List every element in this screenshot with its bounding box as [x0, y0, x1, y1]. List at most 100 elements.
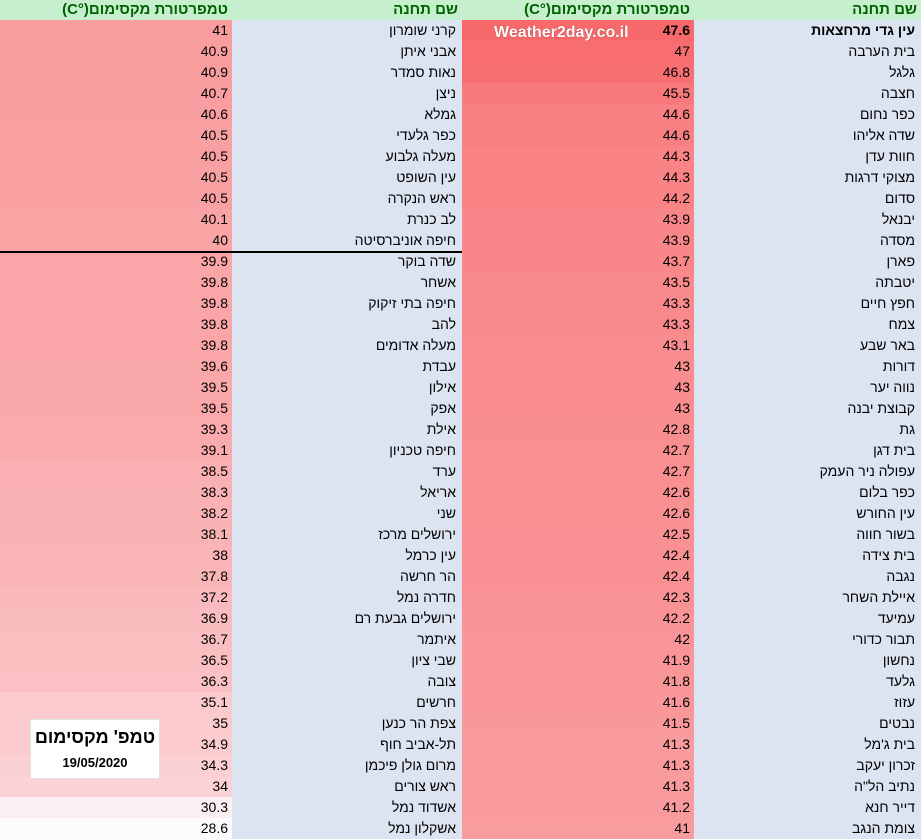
table-cell-station: שבי ציון [232, 650, 462, 671]
table-cell-temp: 41.6 [462, 692, 694, 713]
table-cell-temp: 43.7 [462, 251, 694, 272]
table-cell-station: עזוז [694, 692, 921, 713]
table-cell-station: להב [232, 314, 462, 335]
table-cell-temp: 40.5 [0, 146, 232, 167]
left-temp-header: טמפרטורת מקסימום(°C) [0, 0, 232, 20]
table-cell-temp: 41 [462, 818, 694, 839]
table-cell-station: אילת [232, 419, 462, 440]
table-cell-temp: 42.5 [462, 524, 694, 545]
table-cell-temp: 39.1 [0, 440, 232, 461]
table-cell-station: חרשים [232, 692, 462, 713]
table-cell-station: דייר חנא [694, 797, 921, 818]
table-cell-station: בית ג'מל [694, 734, 921, 755]
table-cell-station: אריאל [232, 482, 462, 503]
table-cell-temp: 43 [462, 398, 694, 419]
table-cell-station: נאות סמדר [232, 62, 462, 83]
table-cell-temp: 44.2 [462, 188, 694, 209]
table-cell-station: חיפה אוניברסיטה [232, 230, 462, 251]
table-cell-temp: 47 [462, 41, 694, 62]
table-cell-station: איילת השחר [694, 587, 921, 608]
table-cell-station: שני [232, 503, 462, 524]
table-cell-temp: 42.8 [462, 419, 694, 440]
table-cell-temp: 42.4 [462, 545, 694, 566]
watermark: Weather2day.co.il [494, 24, 629, 41]
table-cell-temp: 43.9 [462, 230, 694, 251]
table-cell-station: ערד [232, 461, 462, 482]
table-cell-temp: 38.3 [0, 482, 232, 503]
table-cell-station: חצבה [694, 83, 921, 104]
table-cell-station: עפולה ניר העמק [694, 461, 921, 482]
table-cell-temp: 43.3 [462, 293, 694, 314]
table-cell-temp: 44.3 [462, 167, 694, 188]
table-cell-station: שדה בוקר [232, 251, 462, 272]
table-cell-station: חדרה נמל [232, 587, 462, 608]
table-cell-station: עין החורש [694, 503, 921, 524]
table-cell-temp: 36.7 [0, 629, 232, 650]
table-cell-temp: 41.5 [462, 713, 694, 734]
table-cell-temp: 40.5 [0, 167, 232, 188]
table-cell-temp: 43 [462, 356, 694, 377]
table-cell-temp: 39.8 [0, 314, 232, 335]
table-cell-temp: 41.8 [462, 671, 694, 692]
table-cell-station: עמיעד [694, 608, 921, 629]
table-cell-station: תבור כדורי [694, 629, 921, 650]
table-cell-temp: 28.6 [0, 818, 232, 839]
table-cell-temp: 37.8 [0, 566, 232, 587]
table-cell-station: קרני שומרון [232, 20, 462, 41]
table-cell-station: גלגל [694, 62, 921, 83]
table-cell-temp: 39.5 [0, 377, 232, 398]
table-cell-station: יטבתה [694, 272, 921, 293]
table-cell-station: כפר נחום [694, 104, 921, 125]
table-cell-temp: 36.3 [0, 671, 232, 692]
table-cell-temp: 39.9 [0, 251, 232, 272]
table-cell-station: חפץ חיים [694, 293, 921, 314]
table-cell-temp: 37.2 [0, 587, 232, 608]
table-cell-station: ראש הנקרה [232, 188, 462, 209]
table-cell-temp: 46.8 [462, 62, 694, 83]
table-cell-station: חיפה טכניון [232, 440, 462, 461]
table-cell-temp: 42.4 [462, 566, 694, 587]
table-cell-station: עין כרמל [232, 545, 462, 566]
table-cell-station: דורות [694, 356, 921, 377]
table-cell-temp: 40.9 [0, 41, 232, 62]
threshold-divider-line [0, 251, 462, 253]
table-cell-station: בית דגן [694, 440, 921, 461]
table-cell-station: עבדת [232, 356, 462, 377]
table-cell-temp: 42 [462, 629, 694, 650]
table-cell-station: גמלא [232, 104, 462, 125]
table-cell-temp: 42.6 [462, 482, 694, 503]
table-cell-temp: 38.2 [0, 503, 232, 524]
table-cell-station: ניצן [232, 83, 462, 104]
table-cell-temp: 40 [0, 230, 232, 251]
table-cell-temp: 43 [462, 377, 694, 398]
table-cell-station: אפק [232, 398, 462, 419]
table-cell-station: בית הערבה [694, 41, 921, 62]
table-cell-temp: 40.5 [0, 188, 232, 209]
table-cell-station: שדה אליהו [694, 125, 921, 146]
table-cell-temp: 34 [0, 776, 232, 797]
table-cell-station: גלעד [694, 671, 921, 692]
table-cell-station: חיפה בתי זיקוק [232, 293, 462, 314]
table-cell-temp: 42.3 [462, 587, 694, 608]
table-cell-station: ירושלים גבעת רם [232, 608, 462, 629]
table-cell-station: יבנאל [694, 209, 921, 230]
table-cell-temp: 43.9 [462, 209, 694, 230]
table-cell-station: נחשון [694, 650, 921, 671]
table-cell-temp: 39.5 [0, 398, 232, 419]
table-cell-temp: 41.3 [462, 734, 694, 755]
table-cell-station: מעלה גלבוע [232, 146, 462, 167]
table-cell-temp: 40.9 [0, 62, 232, 83]
table-cell-station: אשדוד נמל [232, 797, 462, 818]
table-cell-temp: 41.9 [462, 650, 694, 671]
table-cell-station: עין גדי מרחצאות [694, 20, 921, 41]
table-cell-station: נתיב הל"ה [694, 776, 921, 797]
table-cell-temp: 38.5 [0, 461, 232, 482]
table-cell-station: בשור חווה [694, 524, 921, 545]
caption-box: טמפ' מקסימום 19/05/2020 [30, 719, 160, 779]
table-cell-station: אשחר [232, 272, 462, 293]
table-cell-station: נגבה [694, 566, 921, 587]
table-cell-temp: 41.2 [462, 797, 694, 818]
right-temp-header: טמפרטורת מקסימום(°C) [462, 0, 694, 20]
table-cell-station: כפר גלעדי [232, 125, 462, 146]
